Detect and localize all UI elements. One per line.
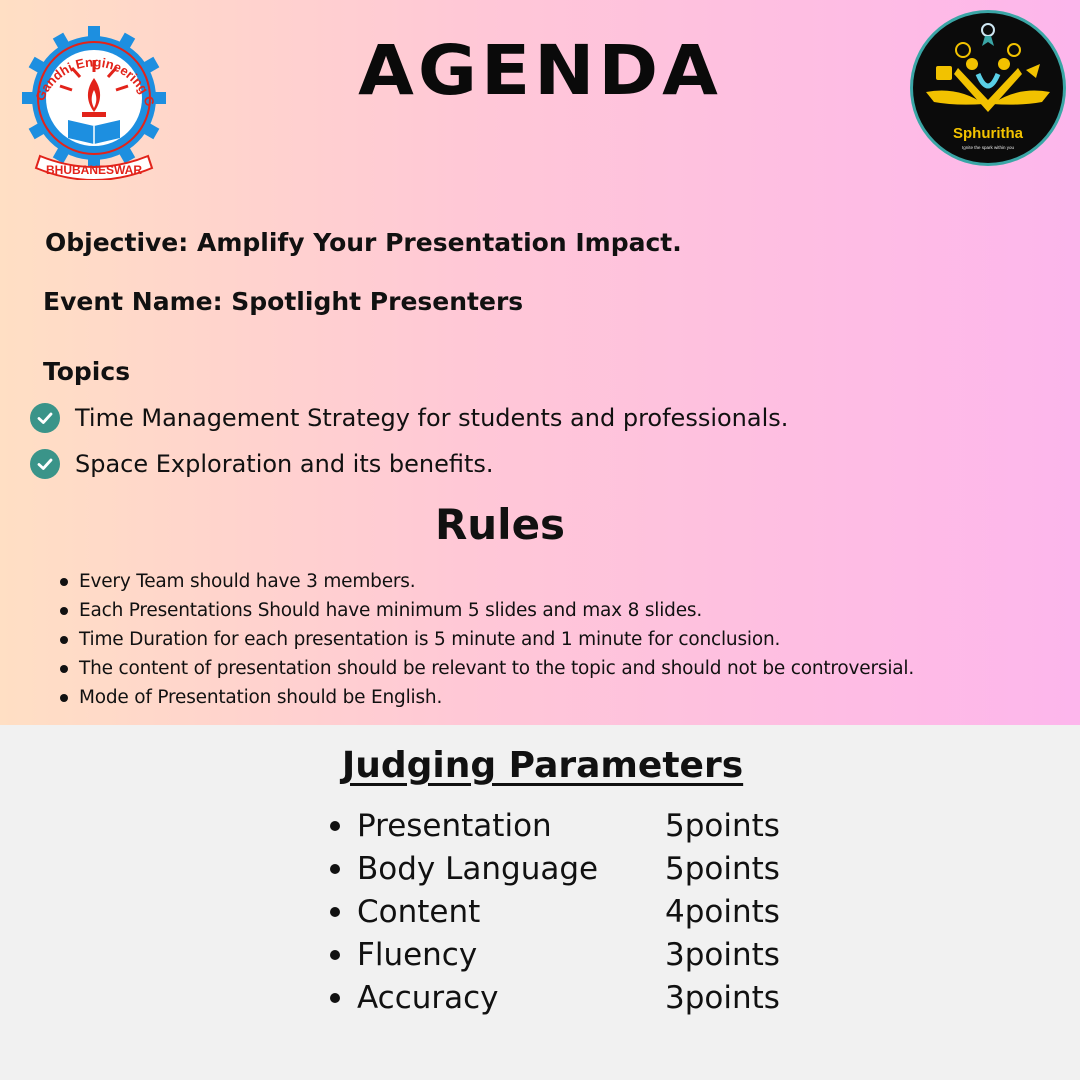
bullet-icon <box>60 693 68 702</box>
parameter-points: 5points <box>665 850 780 887</box>
topic-item: Space Exploration and its benefits. <box>30 449 494 479</box>
topic-item: Time Management Strategy for students an… <box>30 403 788 433</box>
bullet-icon <box>60 635 68 644</box>
college-city-banner: BHUBANESWAR <box>46 163 142 177</box>
parameter-name: Fluency <box>357 936 478 973</box>
bullet-icon <box>60 664 68 673</box>
topic-label: Time Management Strategy for students an… <box>75 404 789 432</box>
parameter-points: 3points <box>665 936 780 973</box>
bullet-icon <box>330 992 340 1003</box>
rule-text: Each Presentations Should have minimum 5… <box>79 599 703 621</box>
sphuritha-name: Sphuritha <box>953 125 1024 142</box>
rules-list: Every Team should have 3 members. Each P… <box>60 567 914 712</box>
parameter-name: Accuracy <box>357 979 499 1016</box>
judging-parameters-list: Presentation 5points Body Language 5points… <box>330 804 780 1019</box>
rule-item: Mode of Presentation should be English. <box>60 683 914 712</box>
parameter-points: 5points <box>665 807 780 844</box>
parameter-item: Body Language 5points <box>330 847 780 890</box>
parameter-points: 4points <box>665 893 780 930</box>
rule-text: Mode of Presentation should be English. <box>79 686 443 708</box>
topics-heading: Topics <box>43 357 131 386</box>
rule-item: The content of presentation should be re… <box>60 654 914 683</box>
rule-text: Time Duration for each presentation is 5… <box>79 628 781 650</box>
bullet-icon <box>60 577 68 586</box>
bottom-section-background <box>0 725 1080 1080</box>
event-name-text: Event Name: Spotlight Presenters <box>43 287 524 316</box>
parameter-points: 3points <box>665 979 780 1016</box>
bullet-icon <box>330 949 340 960</box>
college-logo: Gandhi Engineering College BHUBANESWAR <box>18 8 172 181</box>
rule-item: Every Team should have 3 members. <box>60 567 914 596</box>
check-circle-icon <box>30 403 60 433</box>
bullet-icon <box>330 863 340 874</box>
objective-text: Objective: Amplify Your Presentation Imp… <box>45 228 682 257</box>
parameter-item: Presentation 5points <box>330 804 780 847</box>
parameter-item: Content 4points <box>330 890 780 933</box>
topic-label: Space Exploration and its benefits. <box>75 450 494 478</box>
bullet-icon <box>60 606 68 615</box>
parameter-item: Fluency 3points <box>330 933 780 976</box>
parameter-name: Presentation <box>357 807 552 844</box>
parameter-item: Accuracy 3points <box>330 976 780 1019</box>
top-section-background <box>0 0 1080 725</box>
rule-item: Each Presentations Should have minimum 5… <box>60 596 914 625</box>
sphuritha-logo: Sphuritha Ignite the spark within you <box>908 8 1068 168</box>
rules-heading: Rules <box>434 500 566 549</box>
parameter-name: Body Language <box>357 850 599 887</box>
rule-text: The content of presentation should be re… <box>79 657 915 679</box>
sphuritha-tagline: Ignite the spark within you <box>962 145 1015 150</box>
check-circle-icon <box>30 449 60 479</box>
parameter-name: Content <box>357 893 481 930</box>
rule-text: Every Team should have 3 members. <box>79 570 416 592</box>
bullet-icon <box>330 906 340 917</box>
bullet-icon <box>330 820 340 831</box>
rule-item: Time Duration for each presentation is 5… <box>60 625 914 654</box>
judging-parameters-heading: Judging Parameters <box>341 745 744 786</box>
page-title: AGENDA <box>358 30 722 110</box>
